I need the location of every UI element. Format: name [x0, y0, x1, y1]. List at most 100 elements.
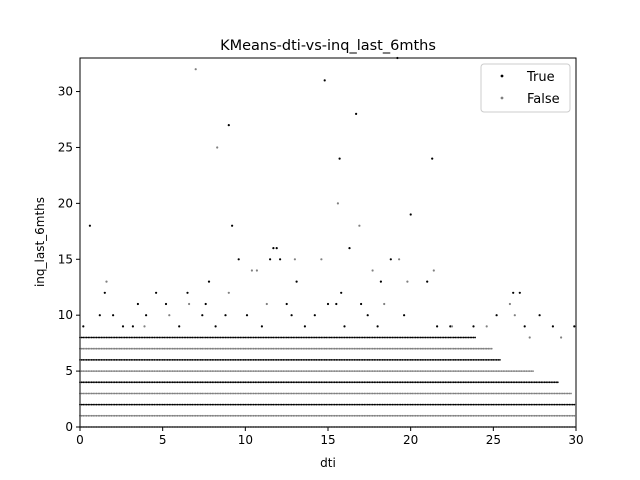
- data-point: [310, 392, 313, 395]
- data-point: [90, 347, 93, 350]
- data-point: [229, 347, 232, 350]
- data-point: [409, 370, 412, 372]
- data-point: [378, 336, 381, 339]
- data-point: [218, 381, 220, 384]
- data-point: [242, 336, 245, 339]
- data-point: [386, 359, 389, 361]
- data-point: [130, 414, 133, 417]
- data-point: [543, 403, 546, 406]
- data-point: [282, 347, 285, 350]
- data-point: [451, 359, 453, 361]
- data-point: [180, 381, 182, 384]
- data-point: [208, 359, 210, 361]
- data-point: [300, 336, 303, 339]
- data-point: [161, 347, 164, 350]
- data-point-false: [528, 336, 531, 339]
- data-point-true: [237, 258, 240, 261]
- data-point: [360, 392, 362, 395]
- data-point: [391, 359, 394, 361]
- data-point: [469, 392, 472, 395]
- data-point: [348, 403, 351, 406]
- data-point: [264, 381, 267, 384]
- data-point: [151, 359, 154, 361]
- data-point: [282, 392, 285, 395]
- data-point: [366, 359, 369, 361]
- data-point: [406, 347, 409, 350]
- data-point: [110, 414, 113, 417]
- data-point: [90, 381, 93, 384]
- data-point: [112, 359, 114, 361]
- data-point: [102, 336, 104, 339]
- data-point: [242, 392, 245, 395]
- data-point: [348, 347, 351, 350]
- data-point: [459, 370, 462, 372]
- data-point: [522, 414, 524, 417]
- data-point: [383, 381, 386, 384]
- data-point: [150, 381, 153, 384]
- data-point: [239, 381, 242, 384]
- data-point: [477, 370, 480, 372]
- data-point: [108, 359, 111, 361]
- data-point: [274, 403, 276, 406]
- data-point: [216, 403, 219, 406]
- data-point: [472, 403, 475, 406]
- data-point: [219, 381, 222, 384]
- data-point: [394, 392, 397, 395]
- data-point: [289, 370, 291, 372]
- data-point: [318, 347, 321, 350]
- data-point: [256, 336, 258, 339]
- data-point: [409, 381, 412, 384]
- data-point: [143, 359, 146, 361]
- data-point: [284, 392, 286, 395]
- data-point: [292, 336, 295, 339]
- data-point: [418, 370, 420, 372]
- data-point: [399, 381, 402, 384]
- data-point: [287, 414, 290, 417]
- data-point: [353, 359, 356, 361]
- data-point: [85, 414, 88, 417]
- data-point: [428, 403, 430, 406]
- data-point: [148, 414, 151, 417]
- x-tick-label: 30: [568, 433, 583, 447]
- data-point: [247, 370, 250, 372]
- data-point: [203, 381, 205, 384]
- data-point: [198, 359, 200, 361]
- data-point: [484, 359, 486, 361]
- data-point: [194, 347, 197, 350]
- data-point: [328, 370, 331, 372]
- data-point: [168, 381, 171, 384]
- data-point: [416, 381, 419, 384]
- data-point: [315, 414, 318, 417]
- data-point: [426, 347, 429, 350]
- data-point: [505, 370, 508, 372]
- data-point: [573, 414, 576, 417]
- data-point: [208, 381, 210, 384]
- data-point: [548, 392, 551, 395]
- data-point: [180, 414, 182, 417]
- data-point: [421, 414, 424, 417]
- data-point: [330, 392, 333, 395]
- data-point: [274, 392, 276, 395]
- data-point: [188, 414, 191, 417]
- data-point: [236, 381, 239, 384]
- data-point: [222, 336, 225, 339]
- data-point: [108, 392, 111, 395]
- data-point: [490, 381, 493, 384]
- data-point: [143, 392, 146, 395]
- data-point: [333, 359, 336, 361]
- data-point: [94, 336, 96, 339]
- data-point: [234, 347, 237, 350]
- data-point: [145, 381, 148, 384]
- data-point: [295, 336, 298, 339]
- data-point: [249, 392, 252, 395]
- data-point-true: [323, 79, 326, 82]
- data-point: [145, 392, 148, 395]
- data-point: [375, 336, 377, 339]
- data-point: [469, 403, 472, 406]
- data-point-false: [250, 269, 253, 272]
- data-point: [153, 347, 156, 350]
- data-point: [484, 347, 486, 350]
- data-point: [287, 359, 290, 361]
- data-point: [409, 347, 412, 350]
- data-point: [330, 336, 333, 339]
